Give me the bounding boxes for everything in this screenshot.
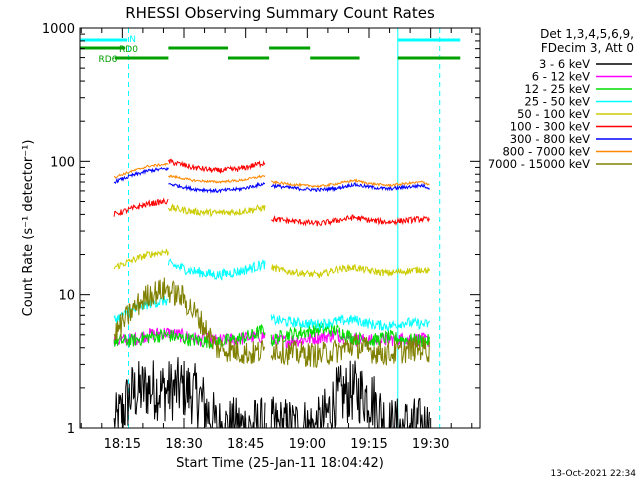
series-4-segment-1 — [167, 203, 266, 218]
y-tick-label-100: 100 — [50, 155, 75, 170]
series-7-segment-0 — [113, 162, 169, 179]
series-3 — [113, 258, 430, 332]
series-5-segment-0 — [113, 197, 169, 217]
x-tick-label-1915: 19:15 — [350, 437, 387, 452]
x-tick-label-1900: 19:00 — [289, 437, 326, 452]
axes-layer: 1 10 100 1000 18:15 18:30 18:45 19:00 19:15 19:30 — [42, 22, 480, 452]
series-0-segment-0 — [113, 360, 169, 429]
flag-label-rd0: RD0 — [119, 45, 138, 55]
series-6-segment-0 — [113, 166, 169, 185]
series-7-segment-1 — [168, 174, 266, 184]
series-4 — [113, 203, 430, 279]
series-6-segment-2 — [270, 182, 340, 193]
x-tick-label-1930: 19:30 — [412, 437, 449, 452]
series-0-segment-3 — [338, 360, 430, 429]
series-5-segment-3 — [338, 214, 430, 226]
series-3-segment-2 — [270, 313, 340, 331]
series-4-segment-0 — [113, 248, 169, 270]
y-tick-label-10: 10 — [58, 289, 75, 304]
series-0 — [113, 357, 430, 430]
legend-label-5: 100 - 300 keV — [510, 120, 590, 134]
series-8-segment-1 — [167, 280, 266, 364]
series-6-segment-3 — [338, 182, 430, 192]
series-3-segment-0 — [113, 295, 169, 324]
series-7-segment-3 — [338, 178, 430, 188]
series-2-segment-0 — [113, 328, 169, 348]
series-0-segment-1 — [167, 357, 266, 429]
legend-label-3: 25 - 50 keV — [524, 95, 590, 109]
x-tick-label-1845: 18:45 — [227, 437, 264, 452]
series-8-segment-2 — [270, 338, 340, 368]
legend-label-8: 7000 - 15000 keV — [488, 157, 590, 171]
legend-label-1: 6 - 12 keV — [532, 70, 590, 84]
series-7-segment-2 — [271, 180, 339, 189]
series-5 — [113, 158, 430, 227]
plot-frame — [79, 27, 481, 429]
legend-label-2: 12 - 25 keV — [524, 82, 590, 96]
series-4-segment-2 — [270, 263, 339, 279]
legend-label-6: 300 - 800 keV — [510, 132, 590, 146]
series-4-segment-3 — [338, 264, 430, 277]
x-tick-label-1830: 18:30 — [165, 437, 202, 452]
series-8 — [113, 277, 430, 368]
series-0-segment-2 — [270, 366, 340, 430]
series-5-segment-1 — [167, 158, 266, 174]
series-5-segment-2 — [270, 214, 340, 227]
series-2-segment-1 — [168, 323, 266, 350]
legend-header-0: Det 1,3,4,5,6,9, — [540, 27, 634, 41]
legend-label-0: 3 - 6 keV — [539, 57, 590, 71]
series-8-segment-3 — [338, 334, 430, 366]
flag-label-n: N — [129, 35, 136, 45]
x-tick-label-1815: 18:15 — [104, 437, 141, 452]
legend-label-7: 800 - 7000 keV — [502, 145, 590, 159]
series-8-segment-0 — [113, 277, 169, 341]
legend-header-1: FDecim 3, Att 0 — [541, 41, 634, 55]
x-axis-label: Start Time (25-Jan-11 18:04:42) — [176, 456, 384, 471]
y-tick-label-1: 1 — [67, 422, 75, 437]
series-3-segment-1 — [167, 258, 266, 281]
y-axis-label: Count Rate (s⁻¹ detector⁻¹) — [21, 140, 36, 317]
series-7 — [113, 162, 430, 189]
y-tick-label-1000: 1000 — [42, 22, 75, 37]
series-2 — [113, 323, 430, 350]
legend: Det 1,3,4,5,6,9,FDecim 3, Att 0 3 - 6 keV… — [488, 27, 634, 171]
legend-label-4: 50 - 100 keV — [517, 107, 590, 121]
footer-date: 13-Oct-2021 22:34 — [551, 469, 637, 479]
series-2-segment-3 — [338, 327, 430, 349]
flag-label-rd6: RD6 — [98, 55, 117, 65]
series-6 — [113, 166, 430, 194]
series-6-segment-1 — [168, 181, 266, 194]
series-2-segment-2 — [270, 323, 339, 347]
chart-title: RHESSI Observing Summary Count Rates — [125, 4, 435, 22]
series-3-segment-3 — [338, 314, 430, 332]
